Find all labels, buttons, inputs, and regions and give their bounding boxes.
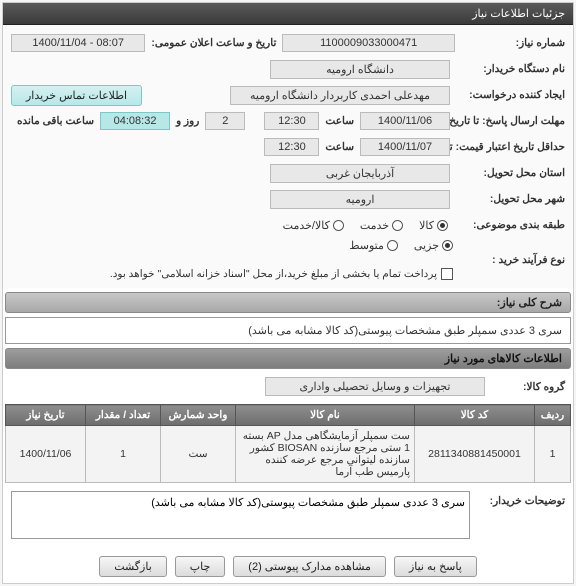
radio-dot-icon [392,220,403,231]
radio-mid-label: متوسط [349,239,384,252]
category-radio-group: کالا خدمت کالا/خدمت [283,219,450,232]
radio-dot-icon [437,220,448,231]
city-value: ارومیه [270,190,450,209]
extra-desc-label: توضیحات خریدار: [470,491,565,507]
contact-button[interactable]: اطلاعات تماس خریدار [11,85,142,106]
announce-value: 1400/11/04 - 08:07 [11,34,145,52]
cell-idx: 1 [535,426,571,483]
need-no-value: 1100009033000471 [282,34,455,52]
radio-both[interactable]: کالا/خدمت [283,219,344,232]
items-table: ردیف کد کالا نام کالا واحد شمارش تعداد /… [5,404,571,483]
col-date: تاریخ نیاز [6,405,86,426]
col-idx: ردیف [535,405,571,426]
col-unit: واحد شمارش [161,405,236,426]
time-label-1: ساعت [319,115,360,127]
button-bar: پاسخ به نیاز مشاهده مدارک پیوستی (2) چاپ… [3,548,573,583]
cell-name: ست سمپلر آزمایشگاهی مدل AP بسته 1 ستی مر… [236,426,415,483]
section-general-desc: شرح کلی نیاز: [5,292,571,313]
price-date: 1400/11/07 [360,138,450,156]
checkbox-icon[interactable] [441,268,453,280]
process-label: نوع فرآیند خرید : [455,254,565,266]
need-no-label: شماره نیاز: [455,37,565,49]
extra-desc-text[interactable] [11,491,470,539]
attachments-button[interactable]: مشاهده مدارک پیوستی (2) [233,556,386,577]
buyer-org-label: نام دستگاه خریدار: [450,63,565,75]
remaining-time: 04:08:32 [100,112,170,130]
days-value: 2 [205,112,245,130]
col-qty: تعداد / مقدار [86,405,161,426]
city-label: شهر محل تحویل: [450,193,565,205]
back-button[interactable]: بازگشت [99,556,167,577]
radio-jozi-label: جزیی [414,239,439,252]
payment-note: پرداخت تمام یا بخشی از مبلغ خرید،از محل … [110,268,437,280]
form-body: شماره نیاز: 1100009033000471 تاریخ و ساع… [3,25,573,288]
radio-khadamat[interactable]: خدمت [360,219,403,232]
section-items-title: اطلاعات کالاهای مورد نیاز [5,348,571,369]
cell-unit: ست [161,426,236,483]
remaining-label: ساعت باقی مانده [11,115,100,127]
radio-khadamat-label: خدمت [360,219,389,232]
payment-note-item: پرداخت تمام یا بخشی از مبلغ خرید،از محل … [110,268,453,280]
reply-time: 12:30 [264,112,319,130]
table-row[interactable]: 1 2811340881450001 ست سمپلر آزمایشگاهی م… [6,426,571,483]
province-value: آذربایجان غربی [270,164,450,183]
buyer-org-value: دانشگاه ارومیه [270,60,450,79]
print-button[interactable]: چاپ [175,556,226,577]
province-label: استان محل تحویل: [450,167,565,179]
main-panel: جزئیات اطلاعات نیاز شماره نیاز: 11000090… [2,2,574,584]
table-header-row: ردیف کد کالا نام کالا واحد شمارش تعداد /… [6,405,571,426]
goods-group-label: گروه کالا: [485,381,565,393]
radio-kala[interactable]: کالا [419,219,448,232]
announce-label: تاریخ و ساعت اعلان عمومی: [145,37,282,49]
cell-qty: 1 [86,426,161,483]
requester-value: مهدعلی احمدی کاربردار دانشگاه ارومیه [230,86,450,105]
cell-code: 2811340881450001 [415,426,535,483]
general-desc-text: سری 3 عددی سمپلر طبق مشخصات پیوستی(کد کا… [5,317,571,344]
radio-dot-icon [333,220,344,231]
days-label: روز و [170,115,205,127]
col-code: کد کالا [415,405,535,426]
goods-group-value: تجهیزات و وسایل تحصیلی واداری [265,377,485,396]
panel-title: جزئیات اطلاعات نیاز [3,3,573,25]
category-label: طبقه بندی موضوعی: [450,219,565,231]
col-name: نام کالا [236,405,415,426]
radio-both-label: کالا/خدمت [283,219,330,232]
process-radio-group: جزیی متوسط پرداخت تمام یا بخشی از مبلغ خ… [11,239,455,280]
price-deadline-label: حداقل تاریخ اعتبار قیمت: تا تاریخ: [450,141,565,153]
radio-dot-icon [387,240,398,251]
price-time: 12:30 [264,138,319,156]
requester-label: ایجاد کننده درخواست: [450,89,565,101]
time-label-2: ساعت [319,141,360,153]
reply-date: 1400/11/06 [360,112,450,130]
radio-jozi[interactable]: جزیی [414,239,453,252]
radio-kala-label: کالا [419,219,434,232]
radio-dot-icon [442,240,453,251]
reply-deadline-label: مهلت ارسال پاسخ: تا تاریخ: [450,115,565,127]
reply-button[interactable]: پاسخ به نیاز [394,556,477,577]
cell-date: 1400/11/06 [6,426,86,483]
radio-mid[interactable]: متوسط [349,239,398,252]
